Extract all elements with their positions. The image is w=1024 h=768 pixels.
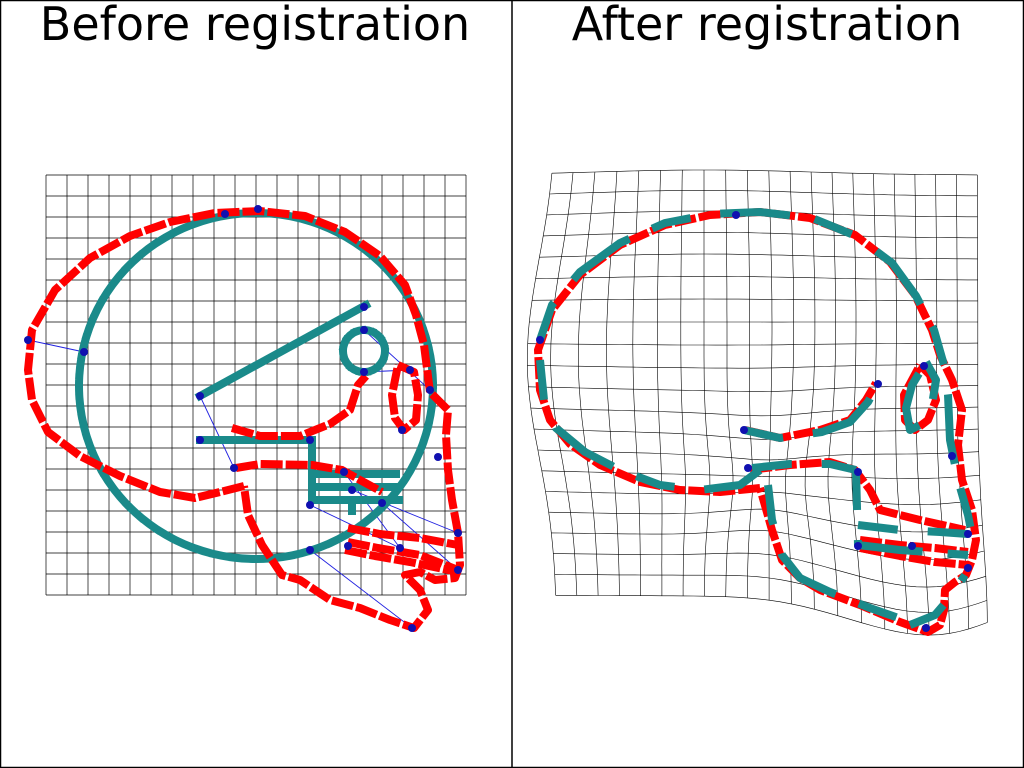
landmark-point (24, 336, 32, 344)
skull-shape-before (24, 207, 464, 632)
correspondence-line (309, 549, 413, 629)
landmark-point (964, 564, 972, 572)
landmark-point (536, 336, 544, 344)
landmark-point (454, 566, 462, 574)
warped-grid-line-horizontal (549, 189, 978, 197)
correspondence-line (381, 502, 459, 571)
correspondence-line (27, 339, 85, 353)
landmark-point (454, 529, 462, 537)
warped-grid-line-horizontal (527, 342, 978, 346)
warped-grid-line-vertical (577, 171, 599, 596)
landmark-point (854, 468, 862, 476)
warped-grid-line-horizontal (537, 449, 979, 461)
landmark-point (360, 368, 368, 376)
template-contour (751, 460, 857, 474)
warped-grid-line-vertical (977, 174, 988, 623)
left-panel-title: Before registration (40, 0, 470, 51)
template-shape-after (536, 208, 978, 632)
template-brow-line (194, 299, 372, 402)
landmark-point (230, 464, 238, 472)
landmark-point (744, 464, 752, 472)
landmark-point (434, 453, 442, 461)
landmark-point (340, 468, 348, 476)
landmarks-after (536, 211, 972, 632)
warped-grid-line-horizontal (554, 574, 987, 613)
landmark-point (344, 542, 352, 550)
landmark-point (732, 211, 740, 219)
template-contour (536, 359, 763, 494)
template-contour (902, 359, 940, 434)
warped-grid-line-vertical (804, 171, 816, 610)
warped-grid-line-vertical (873, 173, 886, 630)
landmark-point (426, 386, 434, 394)
correspondence-line (199, 395, 235, 469)
warped-grid-line-vertical (657, 170, 663, 596)
warped-grid-line-horizontal (553, 552, 986, 588)
warped-grid-line-horizontal (532, 298, 978, 302)
landmarks-before (24, 205, 462, 632)
landmark-point (396, 544, 404, 552)
landmark-point (306, 436, 314, 444)
warped-grid (526, 169, 988, 636)
landmark-point (874, 380, 882, 388)
landmark-point (740, 426, 748, 434)
landmark-point (854, 542, 862, 550)
skull-contour (388, 361, 422, 434)
landmark-point (398, 426, 406, 434)
warped-grid-line-vertical (747, 170, 753, 598)
skull-contour (859, 544, 969, 569)
warped-grid-line-horizontal (551, 169, 978, 176)
landmark-point (378, 499, 386, 507)
warped-grid-line-vertical (827, 172, 839, 616)
template-contour (536, 208, 978, 546)
warped-grid-line-vertical (606, 171, 620, 596)
warped-grid-line-vertical (785, 171, 794, 604)
landmark-point (80, 348, 88, 356)
landmark-point (254, 205, 262, 213)
template-contour (764, 484, 928, 632)
skull-contour (24, 207, 464, 632)
template-contour (852, 469, 969, 559)
skull-contour (344, 546, 459, 576)
landmark-point (348, 486, 356, 494)
warped-grid-line-horizontal (527, 364, 978, 369)
warped-grid-line-horizontal (535, 276, 978, 281)
warped-grid-line-vertical (914, 174, 930, 636)
warped-grid-line-vertical (725, 170, 734, 597)
skull-contour (235, 460, 384, 496)
landmark-point (908, 542, 916, 550)
landmark-point (196, 436, 204, 444)
warped-grid-line-vertical (680, 170, 686, 596)
landmark-point (306, 546, 314, 554)
template-contour (857, 521, 969, 538)
landmark-point (922, 624, 930, 632)
landmark-point (408, 624, 416, 632)
landmark-point (306, 501, 314, 509)
warped-grid-line-vertical (550, 172, 578, 596)
warped-grid-line-horizontal (543, 232, 978, 239)
skull-contour (749, 458, 966, 534)
landmark-point (948, 452, 956, 460)
template-eye-circle (339, 326, 389, 376)
skull-contour (230, 373, 369, 440)
landmark-point (360, 326, 368, 334)
template-contour (908, 572, 969, 629)
skull-contour (347, 524, 459, 549)
landmark-point (196, 392, 204, 400)
landmark-point (406, 366, 414, 374)
landmark-point (360, 303, 368, 311)
template-contour (743, 382, 882, 442)
landmark-point (221, 210, 229, 218)
landmark-point (964, 530, 972, 538)
right-panel-title: After registration (572, 0, 962, 51)
landmark-point (920, 362, 928, 370)
warped-grid-line-horizontal (555, 595, 988, 636)
